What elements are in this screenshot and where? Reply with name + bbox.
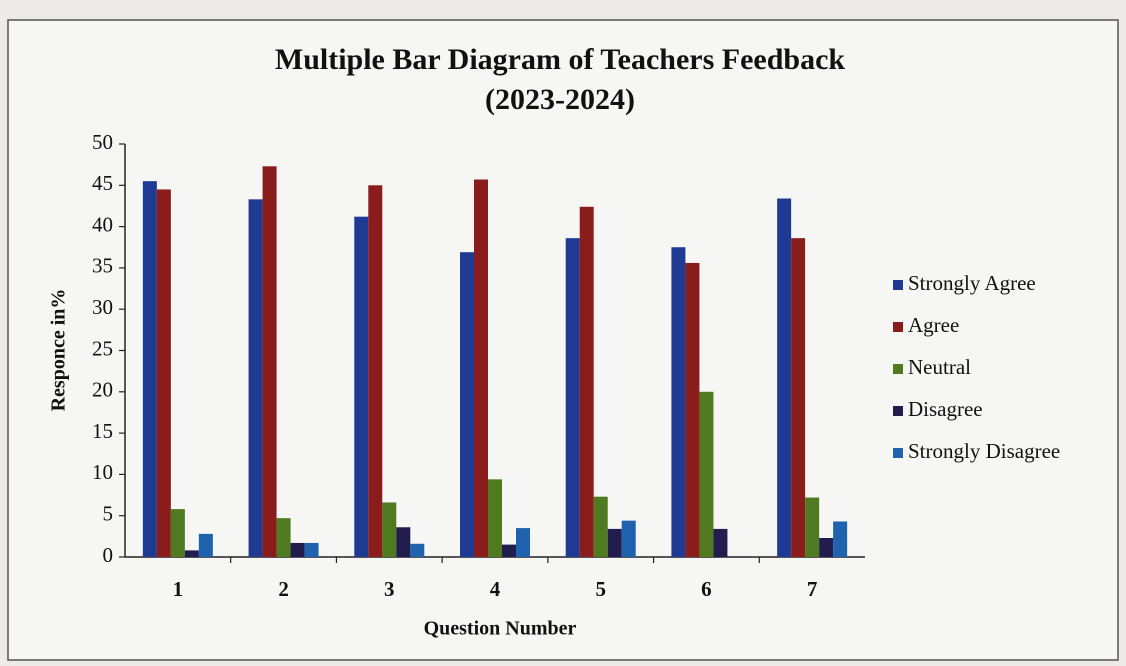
y-tick-label: 10 [92,460,113,484]
legend-swatch [893,322,903,332]
bar [142,181,157,558]
bar [579,206,594,557]
legend-label: Strongly Agree [908,271,1036,295]
y-tick-label: 25 [92,336,113,360]
bar [791,238,806,557]
y-tick-label: 50 [92,130,113,154]
bar [713,528,728,557]
bar [396,527,411,557]
bar [621,520,636,557]
y-tick-label: 15 [92,419,113,443]
bar [805,497,820,557]
x-tick-label: 2 [278,577,289,601]
bar [699,391,714,557]
bar [502,544,516,557]
legend-swatch [893,406,903,416]
bar [474,179,488,557]
legend-swatch [893,364,903,374]
bar [304,542,319,557]
x-tick-label: 1 [173,577,184,601]
bar [565,238,580,557]
y-tick-label: 35 [92,254,113,278]
x-axis-label: Question Number [424,618,577,640]
bar [460,252,474,557]
x-tick-label: 4 [490,577,501,601]
legend-label: Agree [908,313,959,337]
bar [368,185,383,558]
chart-frame [7,19,1119,661]
x-tick-label: 5 [595,577,606,601]
bar [276,518,291,557]
bar [685,262,700,557]
bar [354,216,369,558]
bar [671,247,686,557]
bar [198,533,213,557]
bar [184,550,199,557]
legend-label: Strongly Disagree [908,439,1060,463]
y-tick-label: 40 [92,212,113,236]
y-tick-label: 0 [103,543,114,567]
bar [410,543,425,557]
bar [833,521,848,557]
bar [262,166,277,557]
bar [290,542,305,557]
x-tick-label: 3 [384,577,395,601]
legend-label: Neutral [908,355,971,379]
legend-label: Disagree [908,397,983,421]
bar [248,199,263,558]
bar [819,538,834,557]
chart-title: (2023-2024) [485,83,635,116]
y-axis-label: Responce in% [48,289,70,412]
y-tick-label: 45 [92,171,113,195]
bar [488,479,502,557]
bar [156,189,171,557]
y-tick-label: 30 [92,295,113,319]
y-tick-label: 5 [103,502,114,526]
bar [382,502,397,557]
x-tick-label: 7 [807,577,818,601]
y-tick-label: 20 [92,378,113,402]
legend-swatch [893,280,903,290]
bar [170,509,185,557]
chart-title: Multiple Bar Diagram of Teachers Feedbac… [275,43,846,76]
bar [777,198,792,558]
bar [593,496,608,557]
bar [607,528,622,557]
x-tick-label: 6 [701,577,712,601]
bar [516,528,530,557]
legend-swatch [893,448,903,458]
